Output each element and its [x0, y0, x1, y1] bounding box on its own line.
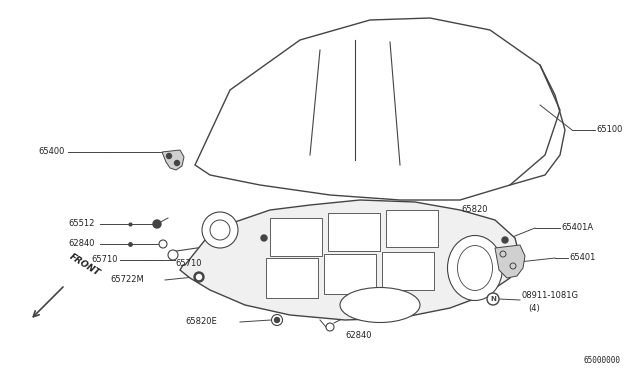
Text: 65710: 65710 — [92, 256, 118, 264]
Polygon shape — [495, 245, 525, 278]
Polygon shape — [195, 18, 560, 200]
Text: 62840: 62840 — [68, 240, 95, 248]
Text: 65401: 65401 — [569, 253, 595, 263]
Circle shape — [275, 317, 280, 323]
Circle shape — [271, 314, 282, 326]
Text: 62840: 62840 — [345, 330, 371, 340]
Text: 65512: 65512 — [68, 219, 94, 228]
Bar — [386, 210, 438, 247]
Text: 65820: 65820 — [461, 205, 488, 215]
Text: 08911-1081G: 08911-1081G — [521, 291, 578, 299]
Bar — [324, 254, 376, 294]
Ellipse shape — [458, 246, 493, 291]
Text: N: N — [490, 296, 496, 302]
Circle shape — [502, 237, 508, 243]
Bar — [328, 213, 380, 251]
Circle shape — [261, 235, 267, 241]
Circle shape — [196, 275, 202, 279]
Text: 65722M: 65722M — [110, 276, 144, 285]
Circle shape — [159, 240, 167, 248]
Circle shape — [487, 293, 499, 305]
Ellipse shape — [340, 288, 420, 323]
Circle shape — [210, 220, 230, 240]
Text: FRONT: FRONT — [68, 252, 102, 278]
Bar — [382, 252, 434, 290]
Text: (4): (4) — [528, 304, 540, 312]
Text: 65710: 65710 — [175, 259, 202, 267]
Circle shape — [175, 160, 179, 166]
Circle shape — [326, 323, 334, 331]
Text: 65401A: 65401A — [561, 224, 593, 232]
Polygon shape — [162, 150, 184, 170]
Text: 65820E: 65820E — [185, 317, 217, 327]
Circle shape — [166, 154, 172, 158]
Text: 65100: 65100 — [596, 125, 622, 135]
Bar — [270, 218, 322, 256]
Circle shape — [202, 212, 238, 248]
Bar — [266, 258, 318, 298]
Ellipse shape — [447, 235, 502, 301]
Circle shape — [153, 220, 161, 228]
Text: 65000000: 65000000 — [583, 356, 620, 365]
Circle shape — [168, 250, 178, 260]
Polygon shape — [180, 200, 520, 320]
Circle shape — [194, 272, 204, 282]
Text: 65400: 65400 — [38, 148, 65, 157]
